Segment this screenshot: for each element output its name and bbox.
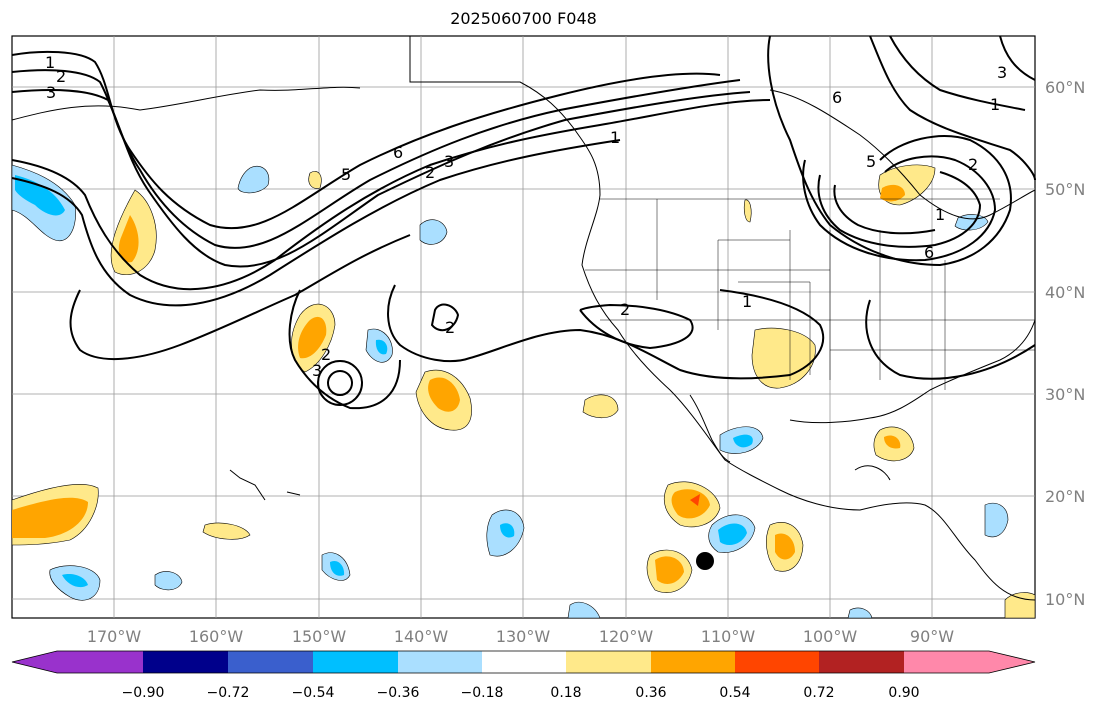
longitude-axis: 170°W 160°W 150°W 140°W 130°W 120°W 110°… [87,627,954,646]
lon-label-90w: 90°W [910,627,954,646]
lat-label-20n: 20°N [1045,487,1085,506]
colorbar-tick: −0.18 [461,685,504,701]
lat-label-40n: 40°N [1045,283,1085,302]
contour-label: 2 [968,155,978,174]
colorbar-tick: 0.54 [719,685,750,701]
contour-label: 2 [425,163,435,182]
contour-label: 3 [312,361,322,380]
storm-marker [696,552,714,570]
colorbar-ticks: −0.90 −0.72 −0.54 −0.36 −0.18 0.18 0.36 … [122,685,920,701]
colorbar-seg-7 [651,651,735,673]
colorbar-tick: 0.72 [803,685,834,701]
colorbar-seg-1 [143,651,228,673]
colorbar-seg-10 [904,651,989,673]
contour-label: 1 [45,53,55,72]
colorbar-tick: −0.90 [122,685,165,701]
colorbar-extend-low [12,651,57,673]
contour-label: 2 [620,300,630,319]
lon-label-120w: 120°W [599,627,654,646]
lon-label-130w: 130°W [496,627,551,646]
contour-label: 1 [742,292,752,311]
colorbar-tick: −0.36 [377,685,420,701]
contour-label: 6 [924,243,934,262]
lat-label-60n: 60°N [1045,78,1085,97]
colorbar-tick: 0.18 [550,685,581,701]
colorbar-seg-2 [228,651,313,673]
colorbar-tick: 0.90 [888,685,919,701]
colorbar-seg-9 [819,651,904,673]
lon-label-150w: 150°W [292,627,347,646]
coastlines [11,36,1036,601]
contour-label: 2 [321,345,331,364]
contour-label: 2 [445,318,455,337]
contour-labels: 1 2 3 6 5 2 3 1 2 1 2 3 2 1 6 5 2 6 1 3 [45,53,1007,380]
lat-label-10n: 10°N [1045,590,1085,609]
shaded-fields [11,164,1036,619]
colorbar-seg-0 [57,651,143,673]
contour-label: 3 [46,83,56,102]
colorbar-extend-high [989,651,1035,673]
map-frame [11,35,1036,619]
latitude-axis: 60°N 50°N 40°N 30°N 20°N 10°N [1045,78,1085,609]
map-title: 2025060700 F048 [450,9,597,28]
colorbar-tick: 0.36 [635,685,666,701]
contour-label: 1 [990,95,1000,114]
colorbar-outline [11,650,1036,674]
colorbar [11,650,1036,674]
lat-label-50n: 50°N [1045,180,1085,199]
colorbar-seg-6 [566,651,651,673]
lon-label-110w: 110°W [701,627,756,646]
lon-label-140w: 140°W [394,627,449,646]
colorbar-tick: −0.72 [207,685,250,701]
contour-label: 1 [935,205,945,224]
lon-label-160w: 160°W [189,627,244,646]
contour-label: 2 [56,67,66,86]
contour-label: 5 [866,152,876,171]
colorbar-tick: −0.54 [292,685,335,701]
contour-label: 3 [444,152,454,171]
colorbar-seg-4 [398,651,482,673]
contour-label: 6 [832,88,842,107]
contour-label: 3 [997,63,1007,82]
contours [11,35,1036,410]
contour-label: 5 [341,165,351,184]
lat-label-30n: 30°N [1045,385,1085,404]
colorbar-seg-3 [313,651,398,673]
colorbar-seg-5 [482,651,566,673]
contour-label: 1 [610,128,620,147]
lon-label-100w: 100°W [803,627,858,646]
borders [585,198,1035,390]
lon-label-170w: 170°W [87,627,142,646]
contour-label: 6 [393,143,403,162]
colorbar-seg-8 [735,651,819,673]
